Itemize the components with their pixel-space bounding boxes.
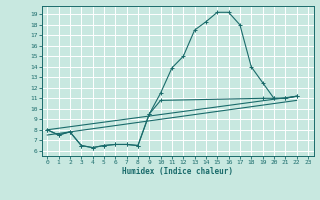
- X-axis label: Humidex (Indice chaleur): Humidex (Indice chaleur): [122, 167, 233, 176]
